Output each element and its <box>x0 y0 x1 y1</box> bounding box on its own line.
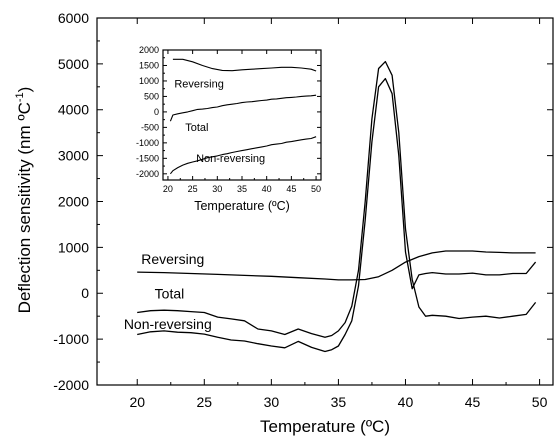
y-axis-label-text: Deflection sensitivity (nm ºC <box>15 102 34 313</box>
x-axis-label: Temperature (ºC) <box>194 199 290 213</box>
series-line-total <box>169 94 317 122</box>
x-tick-label: 50 <box>311 184 321 194</box>
x-tick-label: 30 <box>212 184 222 194</box>
y-tick-label: -1000 <box>53 331 89 347</box>
x-tick-label: 40 <box>398 394 414 410</box>
y-tick-label: 0 <box>81 285 89 301</box>
x-tick-label: 40 <box>262 184 272 194</box>
y-axis-label-close: ) <box>15 87 34 93</box>
x-tick-label: 35 <box>237 184 247 194</box>
y-tick-label: -2000 <box>53 377 89 393</box>
series-label-reversing: Reversing <box>174 78 224 90</box>
inset-chart: 20 25 30 35 40 45 50 -2000 -1500 -1000 -500 0 500 100… <box>136 45 322 213</box>
x-tick-label: 35 <box>331 394 347 410</box>
y-tick-label: 1500 <box>139 61 159 71</box>
x-tick-label: 20 <box>129 394 145 410</box>
y-tick-label: 5000 <box>58 56 89 72</box>
series-label-total: Total <box>185 122 208 134</box>
y-tick-label: 6000 <box>58 10 89 26</box>
x-tick-label: 45 <box>465 394 481 410</box>
x-tick-label: 20 <box>163 184 173 194</box>
x-tick-label: 25 <box>188 184 198 194</box>
y-tick-label: 0 <box>154 107 159 117</box>
x-tick-label: 30 <box>264 394 280 410</box>
series-line-total <box>137 60 537 338</box>
series-label-non-reversing: Non-reversing <box>124 316 212 332</box>
main-chart: 20 25 30 35 40 45 50-2000-10000100020003000400… <box>53 10 554 436</box>
x-tick-label: 50 <box>532 394 548 410</box>
y-tick-label: 2000 <box>58 193 89 209</box>
series-label-total: Total <box>155 285 185 301</box>
y-tick-label: 1000 <box>58 239 89 255</box>
series-line-reversing <box>172 58 317 72</box>
series-line-reversing <box>137 250 536 281</box>
y-tick-label: 3000 <box>58 148 89 164</box>
main-y-axis-label: Deflection sensitivity (nm ºC-1) <box>14 87 34 314</box>
y-tick-label: -500 <box>141 123 159 133</box>
series-label-reversing: Reversing <box>141 251 204 267</box>
y-tick-label: -2000 <box>136 169 159 179</box>
series-line-non-reversing <box>137 77 537 353</box>
y-tick-label: -1500 <box>136 153 159 163</box>
series-line-non-reversing <box>169 136 317 175</box>
x-axis-label: Temperature (ºC) <box>260 417 390 436</box>
x-tick-label: 45 <box>286 184 296 194</box>
y-tick-label: 4000 <box>58 102 89 118</box>
x-tick-label: 25 <box>197 394 213 410</box>
y-tick-label: 500 <box>144 92 159 102</box>
y-tick-label: 2000 <box>139 45 159 55</box>
y-tick-label: -1000 <box>136 138 159 148</box>
series-label-non-reversing: Non-reversing <box>196 153 265 165</box>
y-axis-label-superscript: -1 <box>14 92 26 102</box>
y-tick-label: 1000 <box>139 76 159 86</box>
